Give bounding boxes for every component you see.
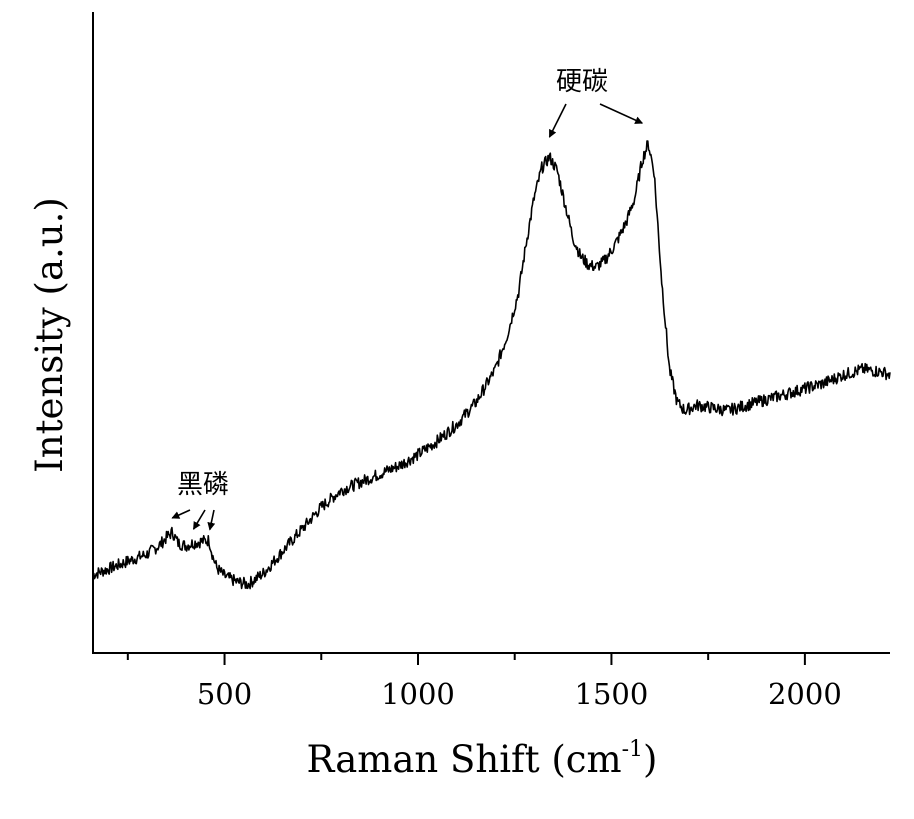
x-tick-label: 500 [197,677,252,711]
series-layer [93,141,890,589]
spectrum-line [93,141,890,589]
x-axis-label-main: Raman Shift (cm [307,738,622,781]
x-axis-label: Raman Shift (cm-1) [307,737,658,781]
annotation-arrow-black-phosphorus [172,510,190,518]
annotation-label-hard-carbon: 硬碳 [556,67,608,97]
x-axis-label-superscript: -1 [622,737,643,762]
x-axis-ticks [128,653,805,665]
annotation-arrow-hard-carbon [550,104,566,137]
x-tick-label: 1500 [575,677,649,711]
annotation-label-black-phosphorus: 黑磷 [177,470,229,500]
y-axis-label: Intensity (a.u.) [28,197,71,473]
x-tick-label: 2000 [768,677,842,711]
x-axis-tick-labels: 500 1000 1500 2000 [197,677,842,711]
annotation-arrow-black-phosphorus [194,510,205,529]
annotation-arrow-hard-carbon [600,104,642,123]
x-axis-label-close: ) [643,738,657,781]
annotation-arrow-black-phosphorus [210,510,214,530]
x-tick-label: 1000 [381,677,455,711]
annotation-layer: 黑磷 硬碳 [172,67,642,530]
